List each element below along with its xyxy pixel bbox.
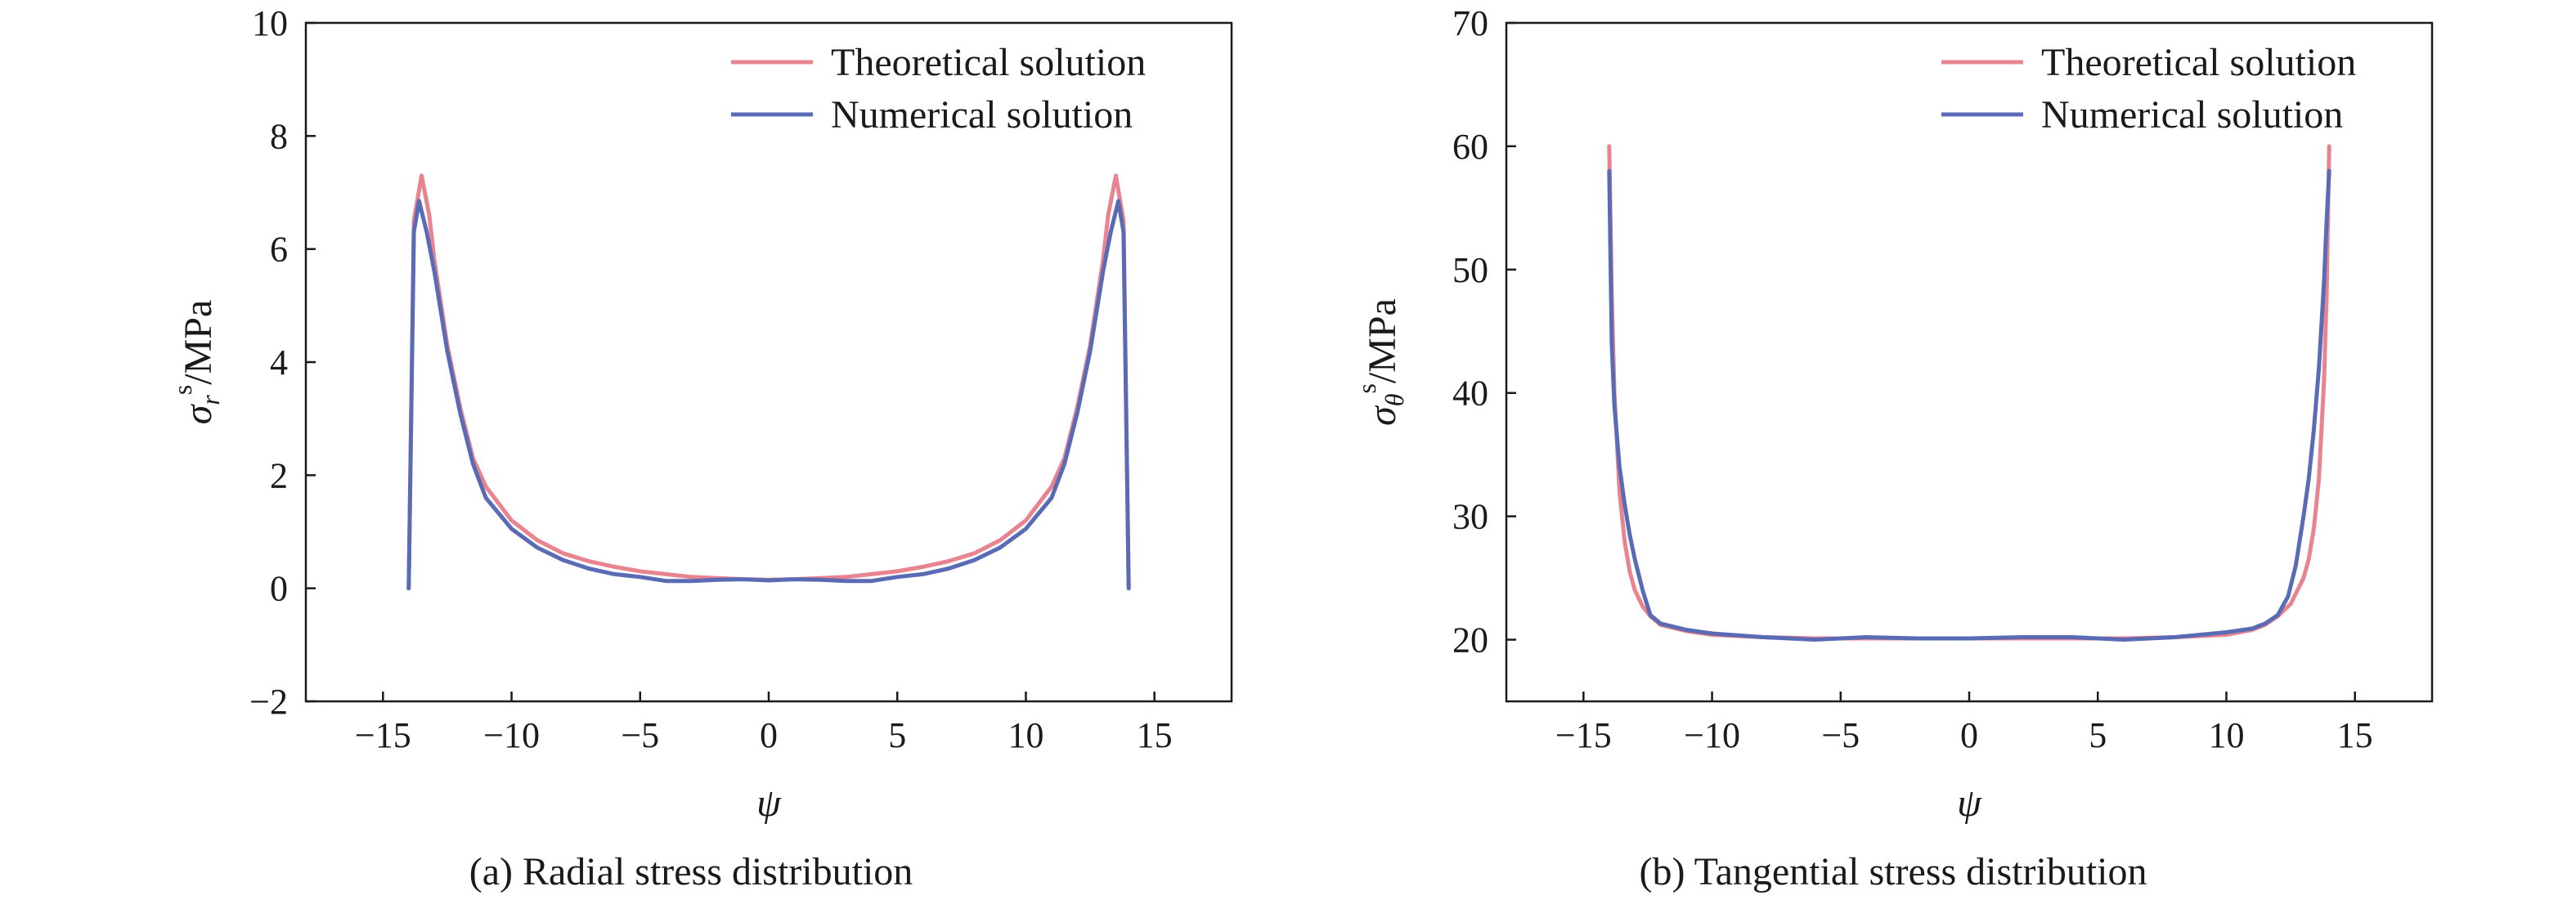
x-axis-label: ψ bbox=[756, 781, 782, 825]
series-lines bbox=[406, 173, 1131, 591]
x-tick-label: −10 bbox=[1684, 715, 1740, 755]
y-tick-label: 10 bbox=[252, 3, 288, 43]
x-tick-label: 5 bbox=[888, 715, 906, 755]
y-tick-label: 60 bbox=[1452, 127, 1488, 167]
y-tick-label: 8 bbox=[270, 116, 288, 156]
legend: Theoretical solution Numerical solution bbox=[1941, 41, 2356, 137]
x-axis-ticks: −15 −10 −5 0 5 10 15 bbox=[355, 692, 1173, 755]
y-axis-label-sup: s bbox=[1352, 383, 1381, 393]
y-axis-label-sub: θ bbox=[1380, 394, 1409, 407]
series-line-theoretical bbox=[406, 173, 1131, 591]
x-tick-label: 10 bbox=[2208, 715, 2244, 755]
x-tick-label: −10 bbox=[483, 715, 540, 755]
y-axis-label: σrs/MPa bbox=[168, 300, 225, 425]
panel-radial-stress: −2 0 2 4 6 8 10 −15 −10 −5 0 5 10 15 Theoretical sol… bbox=[168, 3, 1233, 893]
y-axis-label-sup: s bbox=[168, 385, 197, 395]
y-axis-label-base: σ bbox=[177, 403, 220, 424]
y-axis-label-unit: /MPa bbox=[1361, 298, 1404, 383]
x-axis-label: ψ bbox=[1957, 781, 1982, 825]
x-axis-ticks: −15 −10 −5 0 5 10 15 bbox=[1555, 692, 2373, 755]
series-lines bbox=[1607, 144, 2331, 642]
y-axis-ticks: −2 0 2 4 6 8 10 bbox=[249, 3, 316, 722]
panel-caption: (b) Tangential stress distribution bbox=[1640, 850, 2147, 893]
legend-label-numerical: Numerical solution bbox=[2041, 93, 2343, 137]
series-line-theoretical bbox=[1607, 144, 2331, 641]
y-axis-label: σθs/MPa bbox=[1352, 298, 1409, 426]
x-tick-label: −5 bbox=[621, 715, 659, 755]
series-line-numerical bbox=[1607, 168, 2331, 642]
x-tick-label: 10 bbox=[1008, 715, 1043, 755]
y-tick-label: 20 bbox=[1452, 620, 1488, 660]
x-tick-label: 0 bbox=[760, 715, 778, 755]
y-axis-label-unit: /MPa bbox=[177, 300, 220, 385]
y-tick-label: 30 bbox=[1452, 497, 1488, 537]
y-tick-label: 0 bbox=[270, 569, 288, 609]
y-tick-label: 70 bbox=[1452, 3, 1488, 43]
y-axis-label-base: σ bbox=[1361, 405, 1404, 426]
y-tick-label: 50 bbox=[1452, 250, 1488, 290]
panel-caption: (a) Radial stress distribution bbox=[469, 850, 913, 893]
y-tick-label: 40 bbox=[1452, 374, 1488, 414]
y-tick-label: 4 bbox=[270, 343, 288, 383]
legend-label-numerical: Numerical solution bbox=[831, 93, 1133, 137]
y-tick-label: 6 bbox=[270, 230, 288, 270]
x-tick-label: 15 bbox=[2337, 715, 2373, 755]
x-tick-label: 0 bbox=[1960, 715, 1978, 755]
panel-tangential-stress: 20 30 40 50 60 70 −15 −10 −5 0 5 10 15 Theoretical … bbox=[1352, 3, 2434, 893]
legend-label-theoretical: Theoretical solution bbox=[2041, 41, 2356, 84]
x-tick-label: −5 bbox=[1821, 715, 1860, 755]
x-tick-label: 15 bbox=[1137, 715, 1173, 755]
x-tick-label: 5 bbox=[2089, 715, 2107, 755]
y-axis-ticks: 20 30 40 50 60 70 bbox=[1452, 3, 1516, 660]
legend-label-theoretical: Theoretical solution bbox=[831, 41, 1146, 84]
series-line-numerical bbox=[406, 199, 1131, 591]
y-tick-label: −2 bbox=[249, 682, 288, 722]
x-tick-label: −15 bbox=[1555, 715, 1612, 755]
y-axis-label-sub: r bbox=[195, 395, 225, 405]
legend: Theoretical solution Numerical solution bbox=[731, 41, 1146, 137]
x-tick-label: −15 bbox=[355, 715, 411, 755]
y-tick-label: 2 bbox=[270, 455, 288, 495]
